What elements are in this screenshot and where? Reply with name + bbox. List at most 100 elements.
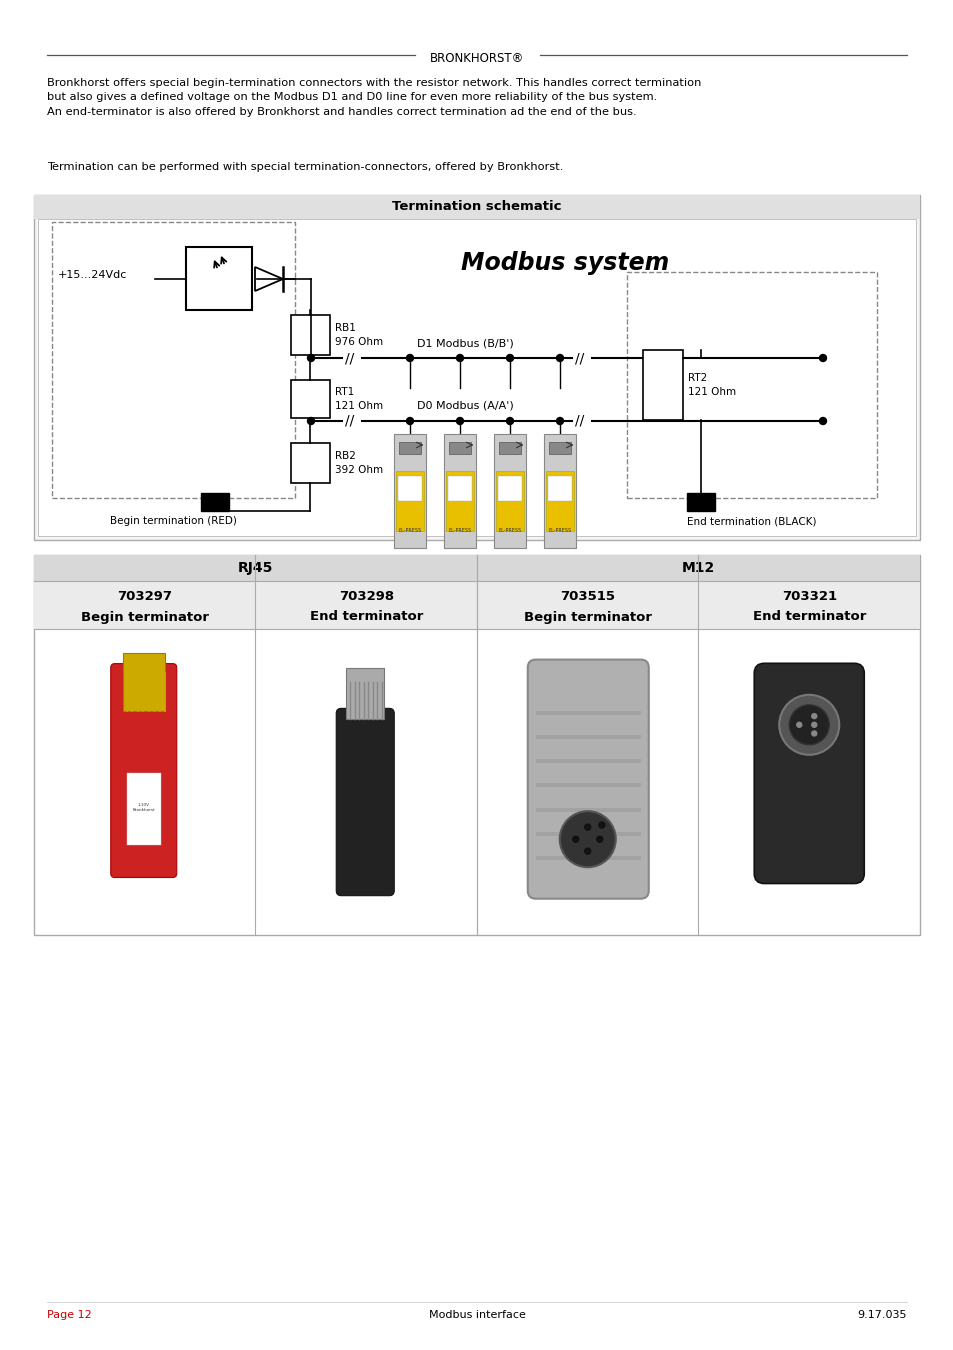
Circle shape (811, 722, 816, 728)
Bar (291, 315, 330, 355)
Bar (448, 477, 472, 501)
Text: BRONKHORST®: BRONKHORST® (430, 53, 523, 65)
Text: //: // (575, 414, 584, 428)
Bar (446, 471, 474, 531)
Bar (201, 493, 229, 512)
Circle shape (406, 417, 413, 424)
Circle shape (788, 705, 828, 745)
Text: 703515: 703515 (559, 590, 615, 602)
Bar (545, 471, 574, 531)
Circle shape (572, 836, 578, 842)
Text: Begin termination (RED): Begin termination (RED) (110, 516, 236, 526)
Text: End termination (BLACK): End termination (BLACK) (686, 516, 816, 526)
Text: End terminator: End terminator (752, 610, 865, 624)
Circle shape (556, 355, 563, 362)
Text: M12: M12 (681, 562, 715, 575)
Bar (34, 580, 919, 629)
Circle shape (584, 848, 590, 855)
Bar (536, 759, 640, 763)
Bar (548, 441, 571, 454)
Bar (626, 271, 876, 498)
Bar (536, 807, 640, 811)
Bar (497, 477, 521, 501)
Bar (476, 555, 919, 580)
Text: Begin terminator: Begin terminator (81, 610, 209, 624)
Text: RB2
392 Ohm: RB2 392 Ohm (335, 451, 383, 475)
Bar (496, 471, 523, 531)
Bar (536, 783, 640, 787)
Bar (397, 477, 421, 501)
Circle shape (819, 417, 825, 424)
Text: 703297: 703297 (117, 590, 172, 602)
Bar (686, 493, 714, 512)
Text: RJ45: RJ45 (237, 562, 273, 575)
Text: 1-10V
Bronkhorst: 1-10V Bronkhorst (132, 803, 155, 813)
Circle shape (307, 355, 314, 362)
Circle shape (597, 836, 602, 842)
Text: RB1
976 Ohm: RB1 976 Ohm (335, 324, 383, 347)
Bar (123, 653, 165, 710)
Bar (34, 555, 476, 580)
Bar (291, 379, 330, 418)
Circle shape (796, 722, 801, 728)
Circle shape (779, 695, 839, 755)
Text: //: // (345, 414, 355, 428)
Text: RT1
121 Ohm: RT1 121 Ohm (335, 387, 383, 410)
Circle shape (598, 822, 604, 828)
Bar (34, 194, 919, 219)
Bar (34, 194, 919, 540)
Bar (398, 441, 420, 454)
Text: Termination schematic: Termination schematic (392, 201, 561, 213)
Bar (52, 221, 294, 498)
Bar (186, 247, 252, 310)
Bar (291, 443, 330, 483)
Text: //: // (575, 351, 584, 364)
Bar (536, 856, 640, 860)
Circle shape (406, 355, 413, 362)
Bar (394, 433, 426, 548)
Circle shape (819, 355, 825, 362)
Circle shape (811, 714, 816, 718)
Text: +15...24Vdc: +15...24Vdc (58, 270, 128, 279)
FancyBboxPatch shape (754, 663, 863, 883)
Bar (38, 219, 915, 536)
Bar (536, 734, 640, 738)
Bar (395, 471, 423, 531)
Text: Modbus system: Modbus system (461, 251, 669, 275)
Text: Termination can be performed with special termination-connectors, offered by Bro: Termination can be performed with specia… (47, 162, 563, 171)
Circle shape (456, 355, 463, 362)
Circle shape (559, 811, 615, 867)
Circle shape (307, 417, 314, 424)
Text: EL-PRESS: EL-PRESS (548, 528, 571, 533)
Text: 703298: 703298 (338, 590, 394, 602)
Text: 9.17.035: 9.17.035 (857, 1310, 906, 1320)
Circle shape (584, 825, 590, 830)
Text: D0 Modbus (A/A'): D0 Modbus (A/A') (416, 401, 513, 410)
Text: Begin terminator: Begin terminator (523, 610, 651, 624)
Circle shape (506, 417, 513, 424)
Bar (536, 832, 640, 836)
Text: Modbus interface: Modbus interface (428, 1310, 525, 1320)
Bar (346, 668, 384, 720)
Bar (536, 710, 640, 714)
Text: EL-PRESS: EL-PRESS (448, 528, 471, 533)
FancyBboxPatch shape (111, 664, 176, 878)
Bar (494, 433, 525, 548)
Circle shape (506, 355, 513, 362)
Text: EL-PRESS: EL-PRESS (497, 528, 521, 533)
Bar (443, 433, 476, 548)
Text: //: // (345, 351, 355, 364)
Bar (498, 441, 520, 454)
Circle shape (456, 417, 463, 424)
Bar (543, 433, 576, 548)
Circle shape (556, 417, 563, 424)
Text: Bronkhorst offers special begin-termination connectors with the resistor network: Bronkhorst offers special begin-terminat… (47, 78, 700, 117)
FancyBboxPatch shape (527, 660, 648, 899)
Bar (449, 441, 471, 454)
Text: Page 12: Page 12 (47, 1310, 91, 1320)
Text: End terminator: End terminator (309, 610, 422, 624)
FancyBboxPatch shape (335, 709, 394, 895)
Text: RT2
121 Ohm: RT2 121 Ohm (687, 374, 736, 397)
Bar (547, 477, 572, 501)
Circle shape (811, 730, 816, 736)
